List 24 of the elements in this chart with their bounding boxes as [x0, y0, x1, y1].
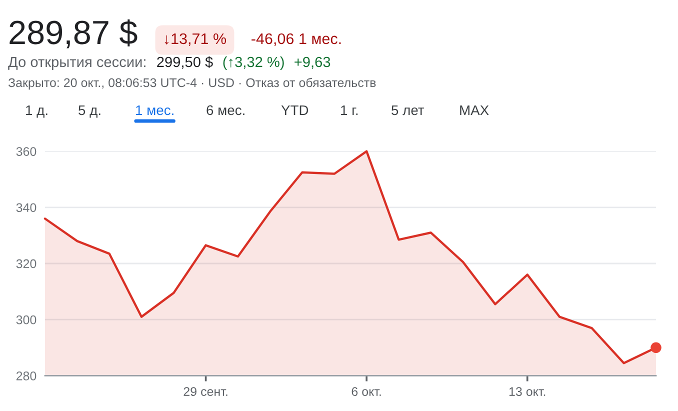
text: 5 лет — [392, 105, 424, 116]
text: 1 д. — [26, 105, 48, 118]
y-tick-label: 360 — [16, 147, 36, 156]
text: 1 мес. — [136, 105, 174, 116]
x-tick-label: 6 окт. — [352, 387, 381, 396]
chart-title: 289,87 $ — [10, 19, 138, 48]
text: -46,06 1 мес. — [252, 33, 341, 46]
text: 5 д. — [78, 105, 100, 118]
text: +9,63 — [294, 56, 330, 69]
text: ↓13,71 % — [164, 33, 226, 46]
x-tick-label: 13 окт. — [509, 387, 546, 396]
x-tick-label: 29 сент. — [184, 387, 228, 396]
text: (↑3,32 %) — [223, 56, 284, 70]
text: 1 г. — [341, 105, 358, 115]
y-tick-label: 340 — [16, 203, 36, 212]
text: Закрыто: 20 окт., 08:06:53 UTC-4 · USD · Отказ от обязательств — [8, 78, 376, 90]
y-tick-label: 280 — [16, 372, 36, 380]
text: До открытия сессии: — [8, 56, 146, 70]
text: 299,50 $ — [157, 56, 213, 69]
text: YTD — [281, 105, 308, 115]
text: 6 мес. — [206, 105, 244, 116]
text: MAX — [460, 105, 489, 115]
y-tick-label: 320 — [16, 259, 36, 268]
y-tick-label: 300 — [16, 315, 36, 324]
